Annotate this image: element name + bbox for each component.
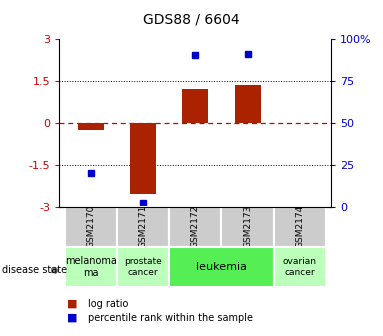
Text: percentile rank within the sample: percentile rank within the sample	[88, 312, 253, 323]
Bar	[117, 207, 169, 247]
Bar	[234, 85, 261, 123]
Text: leukemia: leukemia	[196, 262, 247, 272]
Bar	[221, 207, 274, 247]
Text: GDS88 / 6604: GDS88 / 6604	[143, 13, 240, 27]
Text: GSM2174: GSM2174	[295, 205, 304, 248]
Text: ■: ■	[67, 299, 77, 309]
Bar	[182, 89, 208, 123]
Bar	[65, 247, 117, 287]
Text: GSM2172: GSM2172	[191, 205, 200, 248]
Text: GSM2171: GSM2171	[139, 205, 147, 249]
Text: GSM2170: GSM2170	[86, 205, 95, 249]
Text: log ratio: log ratio	[88, 299, 128, 309]
Text: disease state: disease state	[2, 265, 67, 276]
Bar	[274, 247, 326, 287]
Bar	[169, 207, 221, 247]
Text: melanoma
ma: melanoma ma	[65, 256, 117, 278]
Text: GSM2173: GSM2173	[243, 205, 252, 249]
Bar	[169, 247, 274, 287]
Text: ■: ■	[67, 312, 77, 323]
Bar	[130, 123, 156, 194]
Bar	[274, 207, 326, 247]
Bar	[78, 123, 104, 130]
Text: ovarian
cancer: ovarian cancer	[283, 257, 317, 277]
Bar	[65, 207, 117, 247]
Bar	[117, 247, 169, 287]
Text: prostate
cancer: prostate cancer	[124, 257, 162, 277]
